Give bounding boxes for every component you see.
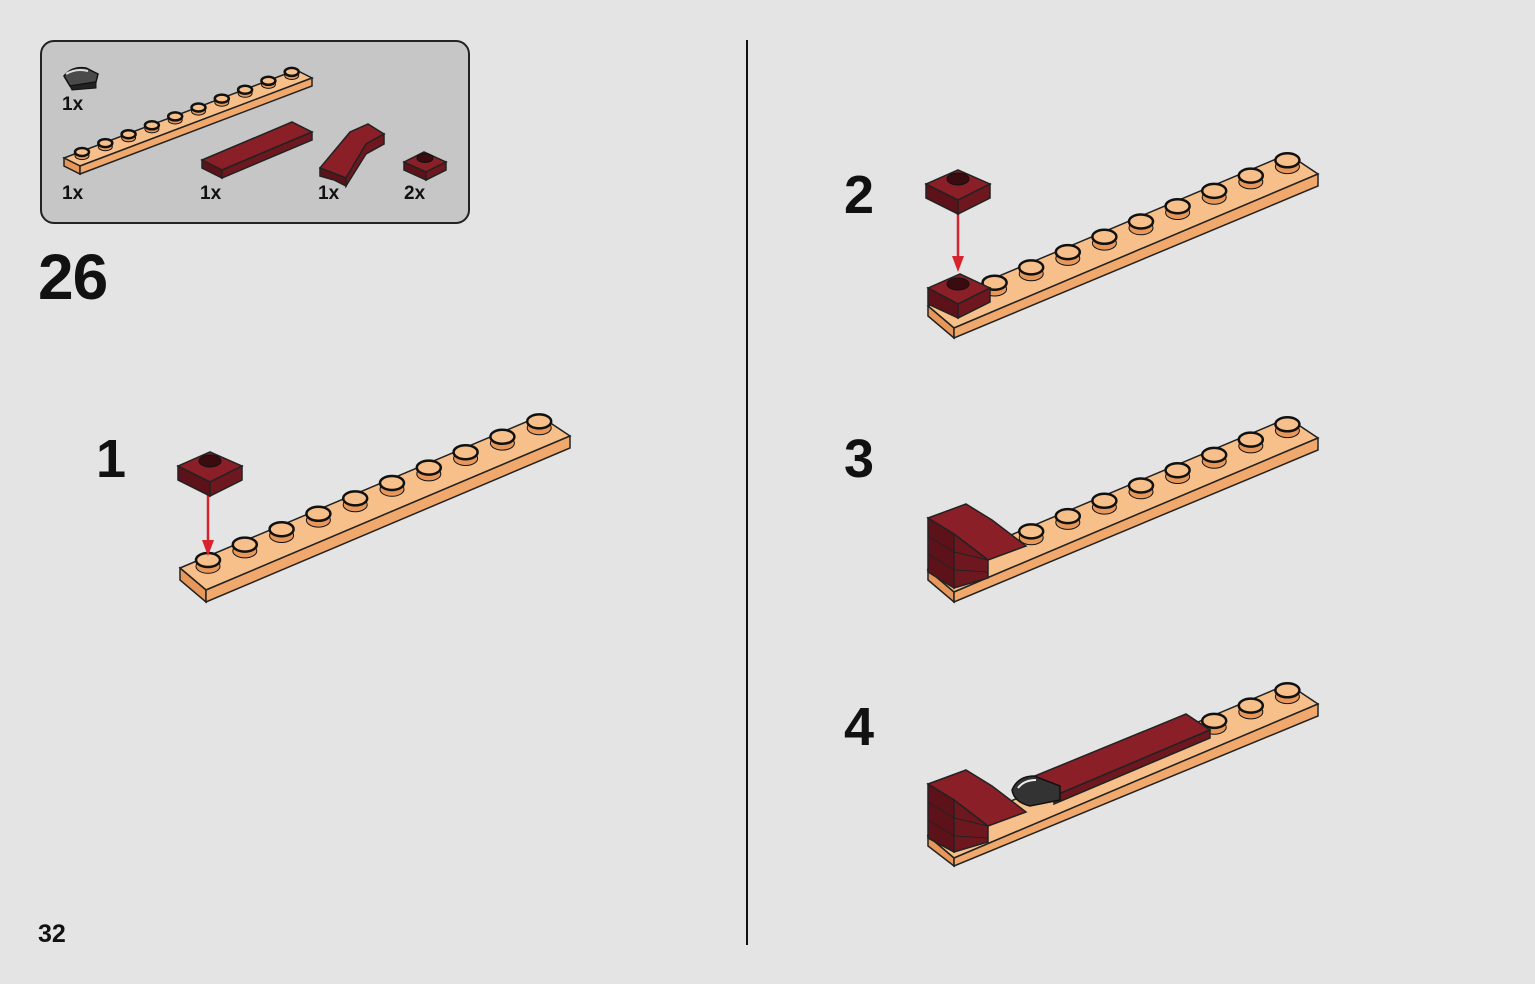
stud-top (1054, 243, 1082, 261)
stud-top (1091, 492, 1118, 510)
part-qty-tan-plate: 1x (62, 183, 84, 204)
stud-top (378, 474, 406, 492)
stud-top (341, 490, 369, 507)
stud-top (1127, 213, 1155, 230)
step2-assembly (924, 152, 1320, 340)
dark-red-tile-icon (200, 121, 314, 180)
stud-top (1200, 712, 1228, 730)
stud-top (1017, 523, 1045, 540)
stud-top (305, 505, 332, 523)
stud-top (452, 443, 479, 461)
step-number: 26 (38, 241, 108, 313)
stud-top (73, 146, 91, 158)
parts-list-box (40, 40, 470, 224)
stud-top (1274, 152, 1301, 169)
stud-top (120, 128, 137, 140)
stud-top (143, 120, 161, 131)
stud-top (1274, 682, 1301, 699)
sub-step-2: 2 (844, 165, 875, 225)
dark-red-plate-1x1-icon (402, 151, 448, 182)
stud-top (489, 428, 516, 446)
stud-top (97, 137, 114, 149)
sub-step-1: 1 (96, 429, 127, 489)
stud-top (1237, 697, 1265, 714)
stud-top (981, 274, 1008, 291)
stud-top (525, 413, 553, 430)
stud-top (260, 75, 277, 87)
stud-top (1200, 182, 1228, 200)
black-curved-slope-icon (63, 66, 99, 91)
part-qty-red-plate: 2x (404, 183, 426, 204)
sub-step-3: 3 (844, 429, 875, 489)
stud-top (1127, 477, 1155, 494)
dark-red-slope-icon (318, 123, 386, 189)
step4-assembly (926, 682, 1320, 868)
stud-top (231, 536, 259, 553)
stud-top (1054, 507, 1082, 525)
stud-top (1164, 197, 1191, 215)
stud-top (1017, 259, 1045, 276)
stud-top (415, 459, 443, 476)
part-qty-black-slope: 1x (62, 94, 84, 115)
step1-assembly (176, 413, 572, 604)
step3-assembly (926, 416, 1320, 604)
stud-top (1237, 431, 1265, 448)
stud-top (1164, 461, 1191, 479)
stud-top (190, 102, 207, 113)
stud-top (1237, 167, 1265, 184)
stud-top (236, 84, 254, 95)
stud-top (166, 111, 184, 122)
stud-top (213, 93, 231, 104)
stud-top (1091, 228, 1118, 246)
stud-top (1200, 446, 1228, 464)
stud-top (283, 66, 300, 78)
page-divider (746, 40, 748, 945)
part-qty-red-slope: 1x (318, 183, 340, 204)
page-number: 32 (38, 920, 66, 948)
box-plate-studs (73, 66, 300, 161)
part-qty-red-tile: 1x (200, 183, 222, 204)
stud-top (1274, 416, 1301, 433)
stud-top (268, 520, 295, 538)
sub-step-4: 4 (844, 697, 875, 757)
